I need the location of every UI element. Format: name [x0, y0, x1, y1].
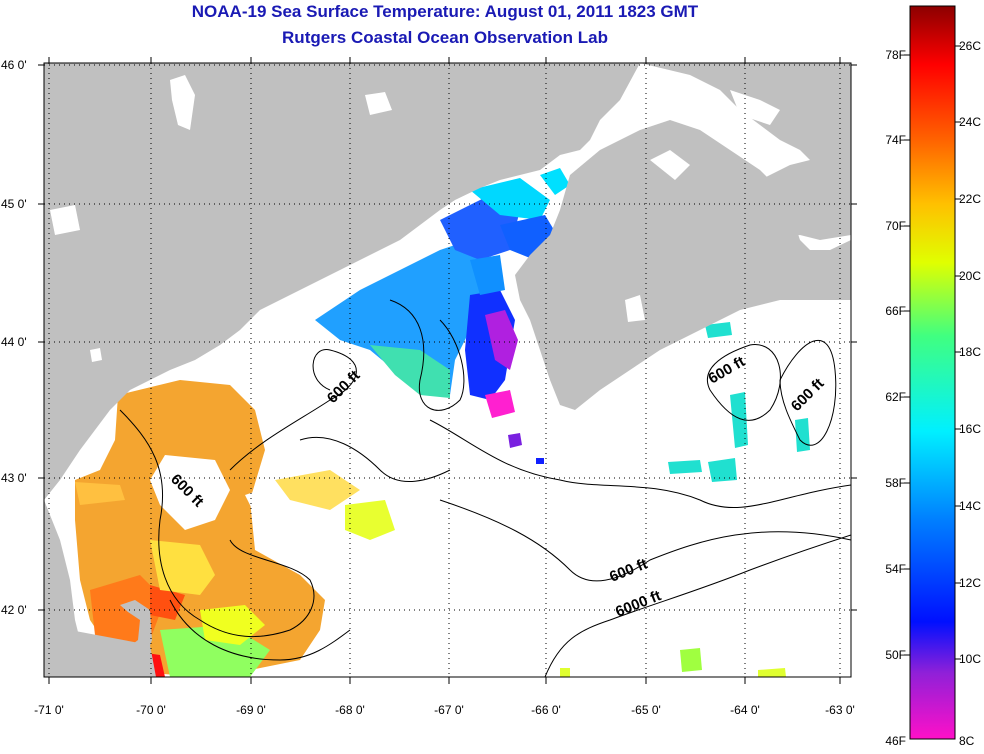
lon-tick-label: -65 0' — [631, 703, 661, 717]
colorbar-c-label: 12C — [959, 576, 981, 590]
lon-tick-label: -63 0' — [825, 703, 855, 717]
colorbar-c-label: 20C — [959, 269, 981, 283]
lat-tick-label: 44 0' — [1, 335, 27, 349]
map-title: NOAA-19 Sea Surface Temperature: August … — [191, 2, 699, 21]
colorbar-c-label: 14C — [959, 499, 981, 513]
lat-tick-label: 42 0' — [1, 603, 27, 617]
colorbar-f-label: 54F — [885, 562, 906, 576]
colorbar-f-label: 74F — [885, 133, 906, 147]
lon-tick-label: -71 0' — [34, 703, 64, 717]
colorbar-c-label: 16C — [959, 422, 981, 436]
lon-tick-label: -64 0' — [730, 703, 760, 717]
land-layer — [44, 63, 851, 677]
colorbar-c-label: 8C — [959, 734, 975, 748]
colorbar-c-label: 18C — [959, 345, 981, 359]
colorbar-f-label: 62F — [885, 390, 906, 404]
lon-tick-label: -66 0' — [531, 703, 561, 717]
lon-tick-label: -68 0' — [335, 703, 365, 717]
map-subtitle: Rutgers Coastal Ocean Observation Lab — [282, 28, 608, 47]
lakes-layer — [50, 75, 780, 362]
colorbar-c-label: 10C — [959, 652, 981, 666]
lat-tick-label: 43 0' — [1, 471, 27, 485]
colorbar-c-label: 26C — [959, 39, 981, 53]
longitude-axis: -71 0' -70 0' -69 0' -68 0' -67 0' -66 0… — [34, 703, 855, 717]
lat-tick-label: 45 0' — [1, 197, 27, 211]
colorbar-c-label: 22C — [959, 192, 981, 206]
axis-ticks — [38, 57, 857, 684]
depth-contours — [119, 299, 851, 677]
colorbar: 78F 74F 70F 66F 62F 58F 54F 50F 46F 26C … — [885, 5, 981, 748]
lat-tick-label: 46 0' — [1, 58, 27, 72]
colorbar-f-label: 70F — [885, 219, 906, 233]
lon-tick-label: -69 0' — [236, 703, 266, 717]
lon-tick-label: -67 0' — [434, 703, 464, 717]
colorbar-c-label: 24C — [959, 115, 981, 129]
lon-tick-label: -70 0' — [136, 703, 166, 717]
colorbar-f-label: 58F — [885, 476, 906, 490]
colorbar-f-label: 66F — [885, 304, 906, 318]
map-frame — [43, 62, 852, 678]
colorbar-f-label: 78F — [885, 48, 906, 62]
colorbar-gradient — [909, 5, 956, 740]
latitude-axis: 46 0' 45 0' 44 0' 43 0' 42 0' — [1, 58, 27, 617]
colorbar-f-label: 50F — [885, 648, 906, 662]
colorbar-f-label: 46F — [885, 734, 906, 748]
